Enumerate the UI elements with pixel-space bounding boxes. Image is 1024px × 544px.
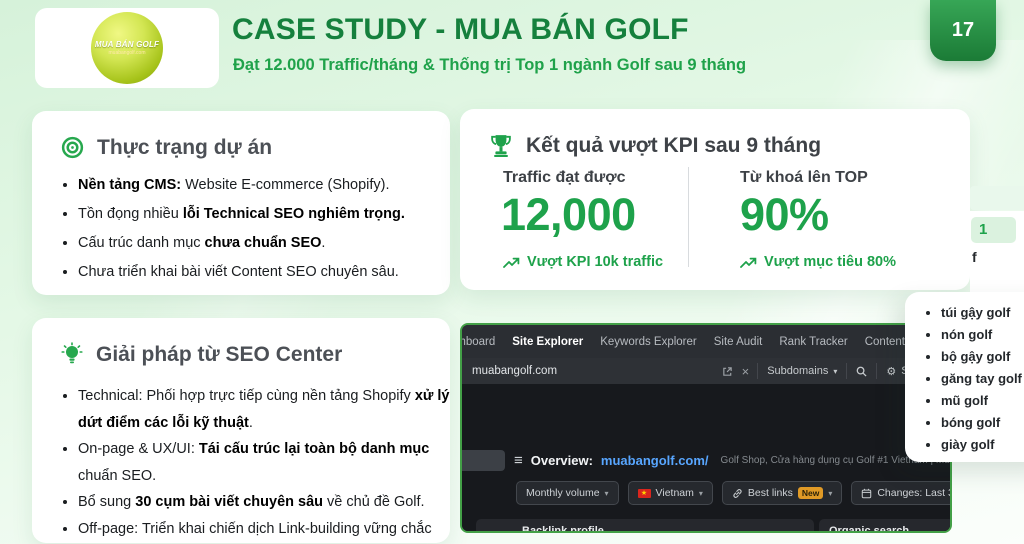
clear-icon[interactable]: ×	[741, 363, 750, 379]
solutions-card-header: Giải pháp từ SEO Center	[60, 342, 450, 368]
list-item: túi gậy golf	[941, 306, 1024, 320]
results-card-title: Kết quả vượt KPI sau 9 tháng	[526, 134, 822, 157]
logo-subtext: muabangolf.com	[108, 50, 146, 56]
logo-text: MUA BÁN GOLF	[94, 40, 160, 49]
new-badge: New	[797, 487, 824, 499]
list-item: bộ gậy golf	[941, 350, 1024, 364]
list-item: Chưa triển khai bài viết Content SEO chu…	[78, 262, 450, 283]
golf-ball-logo: MUA BÁN GOLF muabangolf.com	[91, 12, 163, 84]
changes-dropdown[interactable]: Changes: Last 30 days ▾	[851, 481, 950, 505]
list-item: găng tay golf	[941, 372, 1024, 386]
overview-row: ≡ Overview: muabangolf.com/ Golf Shop, C…	[514, 452, 950, 469]
vietnam-flag-icon: ★	[637, 488, 651, 498]
stat-note-text: Vượt KPI 10k traffic	[527, 254, 664, 270]
ahrefs-nav-items: Dashboard Site Explorer Keywords Explore…	[460, 335, 950, 348]
list-item: Nền tảng CMS: Website E-commerce (Shopif…	[78, 175, 450, 196]
solutions-card-title: Giải pháp từ SEO Center	[96, 343, 343, 366]
list-item: On-page & UX/UI: Tái cấu trúc lại toàn b…	[78, 436, 450, 489]
stat-note: Vượt mục tiêu 80%	[740, 254, 896, 270]
list-item: Cấu trúc danh mục chưa chuẩn SEO.	[78, 233, 450, 254]
list-item: Technical: Phối hợp trực tiếp cùng nền t…	[78, 383, 450, 436]
stat-value: 90%	[740, 189, 829, 240]
target-icon	[61, 136, 84, 159]
sidebar-collapsed-item[interactable]	[462, 450, 505, 471]
stat-label: Traffic đạt được	[503, 169, 626, 186]
trophy-icon	[491, 135, 511, 158]
hamburger-menu-icon[interactable]: ≡	[514, 452, 523, 469]
search-button[interactable]	[846, 363, 876, 379]
subdomains-label: Subdomains	[767, 365, 829, 377]
keyword-text-partial: f	[972, 249, 977, 265]
stat-value: 12,000	[501, 189, 636, 240]
filter-label: Best links	[747, 487, 793, 499]
stat-label: Từ khoá lên TOP	[740, 169, 868, 186]
chevron-down-icon: ▾	[604, 488, 609, 498]
overview-label: Overview:	[530, 453, 593, 468]
vertical-divider	[688, 167, 689, 267]
panel-title: Backlink profile	[522, 525, 604, 533]
monthly-volume-dropdown[interactable]: Monthly volume ▾	[516, 481, 619, 505]
list-item: Off-page: Triển khai chiến dịch Link-bui…	[78, 516, 450, 544]
ahrefs-dashboard-screenshot: Dashboard Site Explorer Keywords Explore…	[460, 323, 952, 533]
nav-item-site-explorer[interactable]: Site Explorer	[512, 335, 584, 348]
lightbulb-icon	[61, 342, 83, 364]
brand-logo-card: MUA BÁN GOLF muabangolf.com	[35, 8, 219, 88]
status-card: Thực trạng dự án Nền tảng CMS: Website E…	[32, 111, 450, 295]
stat-note-text: Vượt mục tiêu 80%	[764, 254, 897, 270]
backlink-profile-panel: Backlink profile DR 25 AR 7,952,260 ▾75,…	[476, 519, 814, 533]
solutions-bullet-list: Technical: Phối hợp trực tiếp cùng nền t…	[32, 383, 450, 544]
external-link-icon[interactable]	[722, 366, 733, 377]
chevron-down-icon: ▾	[698, 488, 703, 498]
solutions-card: Giải pháp từ SEO Center Technical: Phối …	[32, 318, 450, 543]
list-item: bóng golf	[941, 416, 1024, 430]
keyword-list-card: túi gậy golf nón golf bộ gậy golf găng t…	[905, 292, 1024, 462]
status-bullet-list: Nền tảng CMS: Website E-commerce (Shopif…	[32, 175, 450, 283]
status-card-title: Thực trạng dự án	[97, 135, 273, 159]
results-card-header: Kết quả vượt KPI sau 9 tháng	[488, 133, 970, 159]
list-item: mũ golf	[941, 394, 1024, 408]
chevron-down-icon: ▾	[833, 366, 838, 376]
page-subtitle: Đạt 12.000 Traffic/tháng & Thống trị Top…	[233, 56, 747, 74]
search-query-text: muabangolf.com	[472, 365, 558, 377]
nav-item-site-audit[interactable]: Site Audit	[713, 335, 763, 348]
trend-up-icon	[503, 257, 520, 268]
chevron-down-icon: ▾	[828, 488, 833, 498]
gear-icon: ⚙	[886, 365, 897, 378]
nav-item-rank-tracker[interactable]: Rank Tracker	[779, 335, 848, 348]
page-title: CASE STUDY - MUA BÁN GOLF	[232, 13, 689, 46]
link-icon	[733, 488, 742, 498]
trend-up-icon	[740, 257, 757, 268]
subdomains-dropdown[interactable]: Subdomains ▾	[757, 363, 846, 379]
list-item: nón golf	[941, 328, 1024, 342]
status-card-header: Thực trạng dự án	[60, 135, 450, 160]
page-number-badge: 17	[930, 0, 996, 61]
ahrefs-search-bar: muabangolf.com × Subdomains ▾ ⚙	[462, 358, 950, 384]
ranking-card-partial: 1 f	[970, 211, 1024, 293]
calendar-icon	[862, 488, 872, 498]
search-icon	[857, 366, 867, 377]
nav-item-dashboard[interactable]: Dashboard	[460, 335, 496, 348]
ahrefs-top-nav: Dashboard Site Explorer Keywords Explore…	[462, 325, 950, 358]
filter-label: Changes: Last 30 days	[877, 487, 950, 499]
filter-label: Vietnam	[655, 487, 694, 499]
results-card: Kết quả vượt KPI sau 9 tháng Traffic đạt…	[460, 109, 970, 290]
ranking-table-cell-partial	[970, 186, 1024, 210]
list-item: giày golf	[941, 438, 1024, 452]
list-item: Bổ sung 30 cụm bài viết chuyên sâu về ch…	[78, 489, 450, 516]
best-links-dropdown[interactable]: Best links New ▾	[721, 481, 843, 505]
ahrefs-content-area: ≡ Overview: muabangolf.com/ Golf Shop, C…	[462, 384, 950, 531]
nav-item-keywords-explorer[interactable]: Keywords Explorer	[600, 335, 697, 348]
keyword-list: túi gậy golf nón golf bộ gậy golf găng t…	[905, 306, 1024, 452]
search-input[interactable]: muabangolf.com ×	[462, 364, 757, 379]
rank-badge: 1	[971, 217, 1016, 243]
organic-search-panel: Organic search Keywords 2.3K -193 Top 3 …	[819, 519, 950, 533]
filter-row: Monthly volume ▾ ★ Vietnam ▾ Best links …	[516, 481, 950, 505]
stat-note: Vượt KPI 10k traffic	[503, 254, 663, 270]
panel-title: Organic search	[829, 525, 910, 533]
country-dropdown[interactable]: ★ Vietnam ▾	[627, 481, 713, 505]
overview-domain-link[interactable]: muabangolf.com/	[600, 453, 709, 468]
list-item: Tồn đọng nhiều lỗi Technical SEO nghiêm …	[78, 204, 450, 225]
filter-label: Monthly volume	[526, 487, 600, 499]
